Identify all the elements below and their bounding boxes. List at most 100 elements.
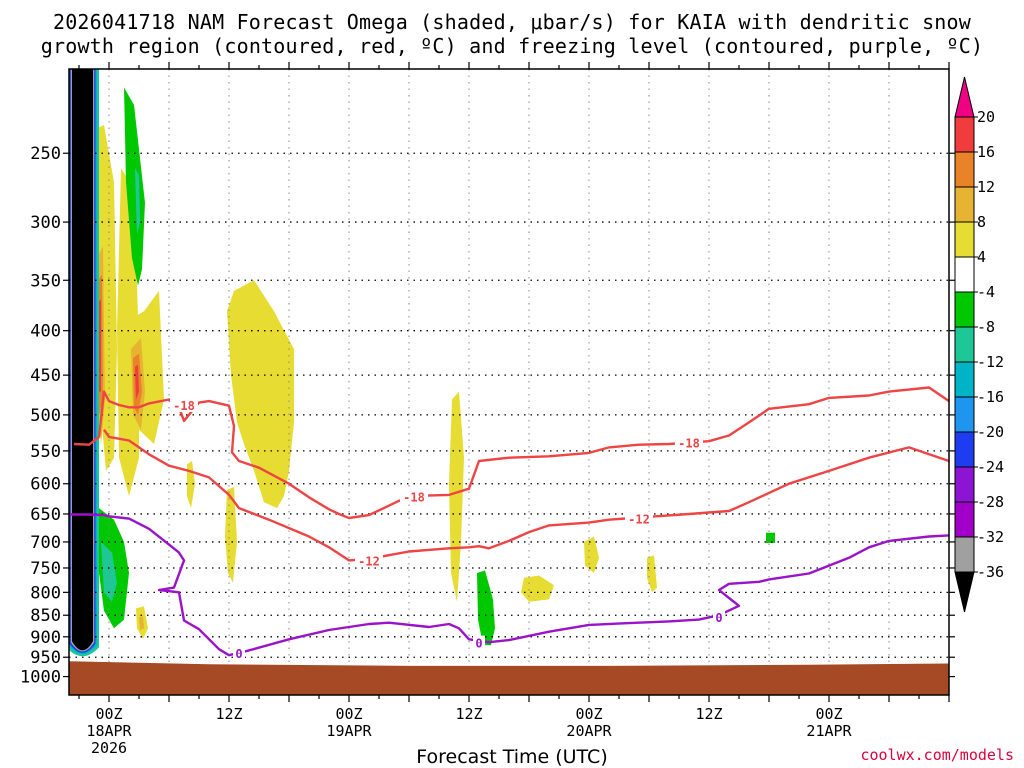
omega-region [584,536,599,573]
colorbar-label: 4 [977,248,986,266]
ground-fill [69,661,949,695]
omega-region [225,486,237,583]
x-tick-label: 12Z [455,705,482,723]
colorbar-label: -4 [977,283,995,301]
y-tick-label: 400 [30,322,61,342]
plot-frame [68,68,950,696]
y-tick-label: 900 [30,628,61,648]
colorbar-bottom-arrow [954,571,975,613]
colorbar-label: -12 [977,353,1004,371]
colorbar-label: 8 [977,213,986,231]
contour-label-bg [233,646,245,661]
y-tick-label: 650 [30,505,61,525]
colorbar-label: -32 [977,528,1004,546]
y-tick-label: 850 [30,606,61,626]
x-tick-label: 20APR [566,722,612,740]
contour-label-bg [170,397,198,412]
colorbar-swatch [954,116,975,153]
omega-region [101,541,117,602]
y-tick-label: 1000 [20,668,61,688]
y-tick-label: 600 [30,475,61,495]
omega-region [124,87,145,286]
colorbar-swatch [954,221,975,258]
colorbar-label: -16 [977,388,1004,406]
contour-label: 0 [715,611,722,625]
contour-label: -18 [678,437,700,451]
y-tick-label: 950 [30,648,61,668]
x-tick-label: 18APR [86,722,132,740]
contour-label-bg [675,435,703,450]
x-tick-label: 12Z [695,705,722,723]
y-tick-label: 800 [30,583,61,603]
colorbar-swatch [954,151,975,188]
contour-label: -12 [628,513,650,527]
y-tick-label: 250 [30,144,61,164]
x-tick-label: 00Z [815,705,842,723]
omega-region [521,575,554,602]
source-credit: coolwx.com/models [860,746,1014,764]
contour-label-bg [713,610,725,625]
y-tick-label: 750 [30,559,61,579]
x-axis-label: Forecast Time (UTC) [416,746,608,768]
contour-label: -12 [358,554,380,568]
contour-label-bg [473,635,485,650]
contour-label: 0 [475,637,482,651]
colorbar-swatch [954,431,975,468]
colorbar-label: 12 [977,178,995,196]
y-tick-label: 500 [30,406,61,426]
axes: 2503003504004505005506006507007508008509… [20,62,955,757]
x-tick-label: 19APR [326,722,372,740]
colorbar-label: -24 [977,458,1004,476]
colorbar-swatch [954,291,975,328]
contour-label: -18 [403,491,425,505]
y-tick-label: 450 [30,366,61,386]
ground-layer [69,661,949,695]
contour-0 [69,513,949,657]
omega-region [766,532,775,543]
x-tick-label: 12Z [215,705,242,723]
colorbar-label: -28 [977,493,1004,511]
contour-label-bg [355,553,383,568]
colorbar-swatch [954,501,975,538]
contour-label-bg [400,489,428,504]
contour-label-bg [625,511,653,526]
contour-label: 0 [235,647,242,661]
x-tick-label: 00Z [575,705,602,723]
colorbar-swatch [954,186,975,223]
chart-title-line-2: growth region (contoured, red, ºC) and f… [40,34,984,58]
colorbar-label: 16 [977,143,995,161]
colorbar-label: -8 [977,318,995,336]
colorbar-swatch [954,466,975,503]
colorbar-label: -20 [977,423,1004,441]
colorbar-swatch [954,396,975,433]
chart-title: 2026041718 NAM Forecast Omega (shaded, μ… [0,10,1024,58]
grid-lines [69,69,949,695]
omega-region [139,616,144,631]
y-tick-label: 350 [30,271,61,291]
x-tick-label: 21APR [806,722,852,740]
x-tick-label: 00Z [335,705,362,723]
contour--12 [103,429,949,562]
chart-title-line-1: 2026041718 NAM Forecast Omega (shaded, μ… [52,10,972,34]
colorbar-label: 20 [977,108,995,126]
y-tick-label: 550 [30,442,61,462]
contour-label: -18 [173,399,195,413]
colorbar-label: -36 [977,563,1004,581]
omega-core-ring [72,69,93,651]
omega-shading [69,69,775,657]
plot-background [69,69,949,695]
omega-region [135,168,140,235]
colorbar-swatch [954,361,975,398]
contour--18 [73,386,949,520]
y-tick-label: 700 [30,533,61,553]
x-tick-label: 2026 [91,739,127,757]
y-tick-label: 300 [30,213,61,233]
colorbar: 20 16 12 8 4 -4 -8 -12 -16 -20 -24 -28 -32 -36 [954,76,1004,613]
colorbar-swatch [954,256,975,293]
omega-region [477,570,495,646]
omega-region [135,364,139,400]
colorbar-swatch [954,326,975,363]
colorbar-swatch [954,536,975,573]
x-tick-label: 00Z [95,705,122,723]
